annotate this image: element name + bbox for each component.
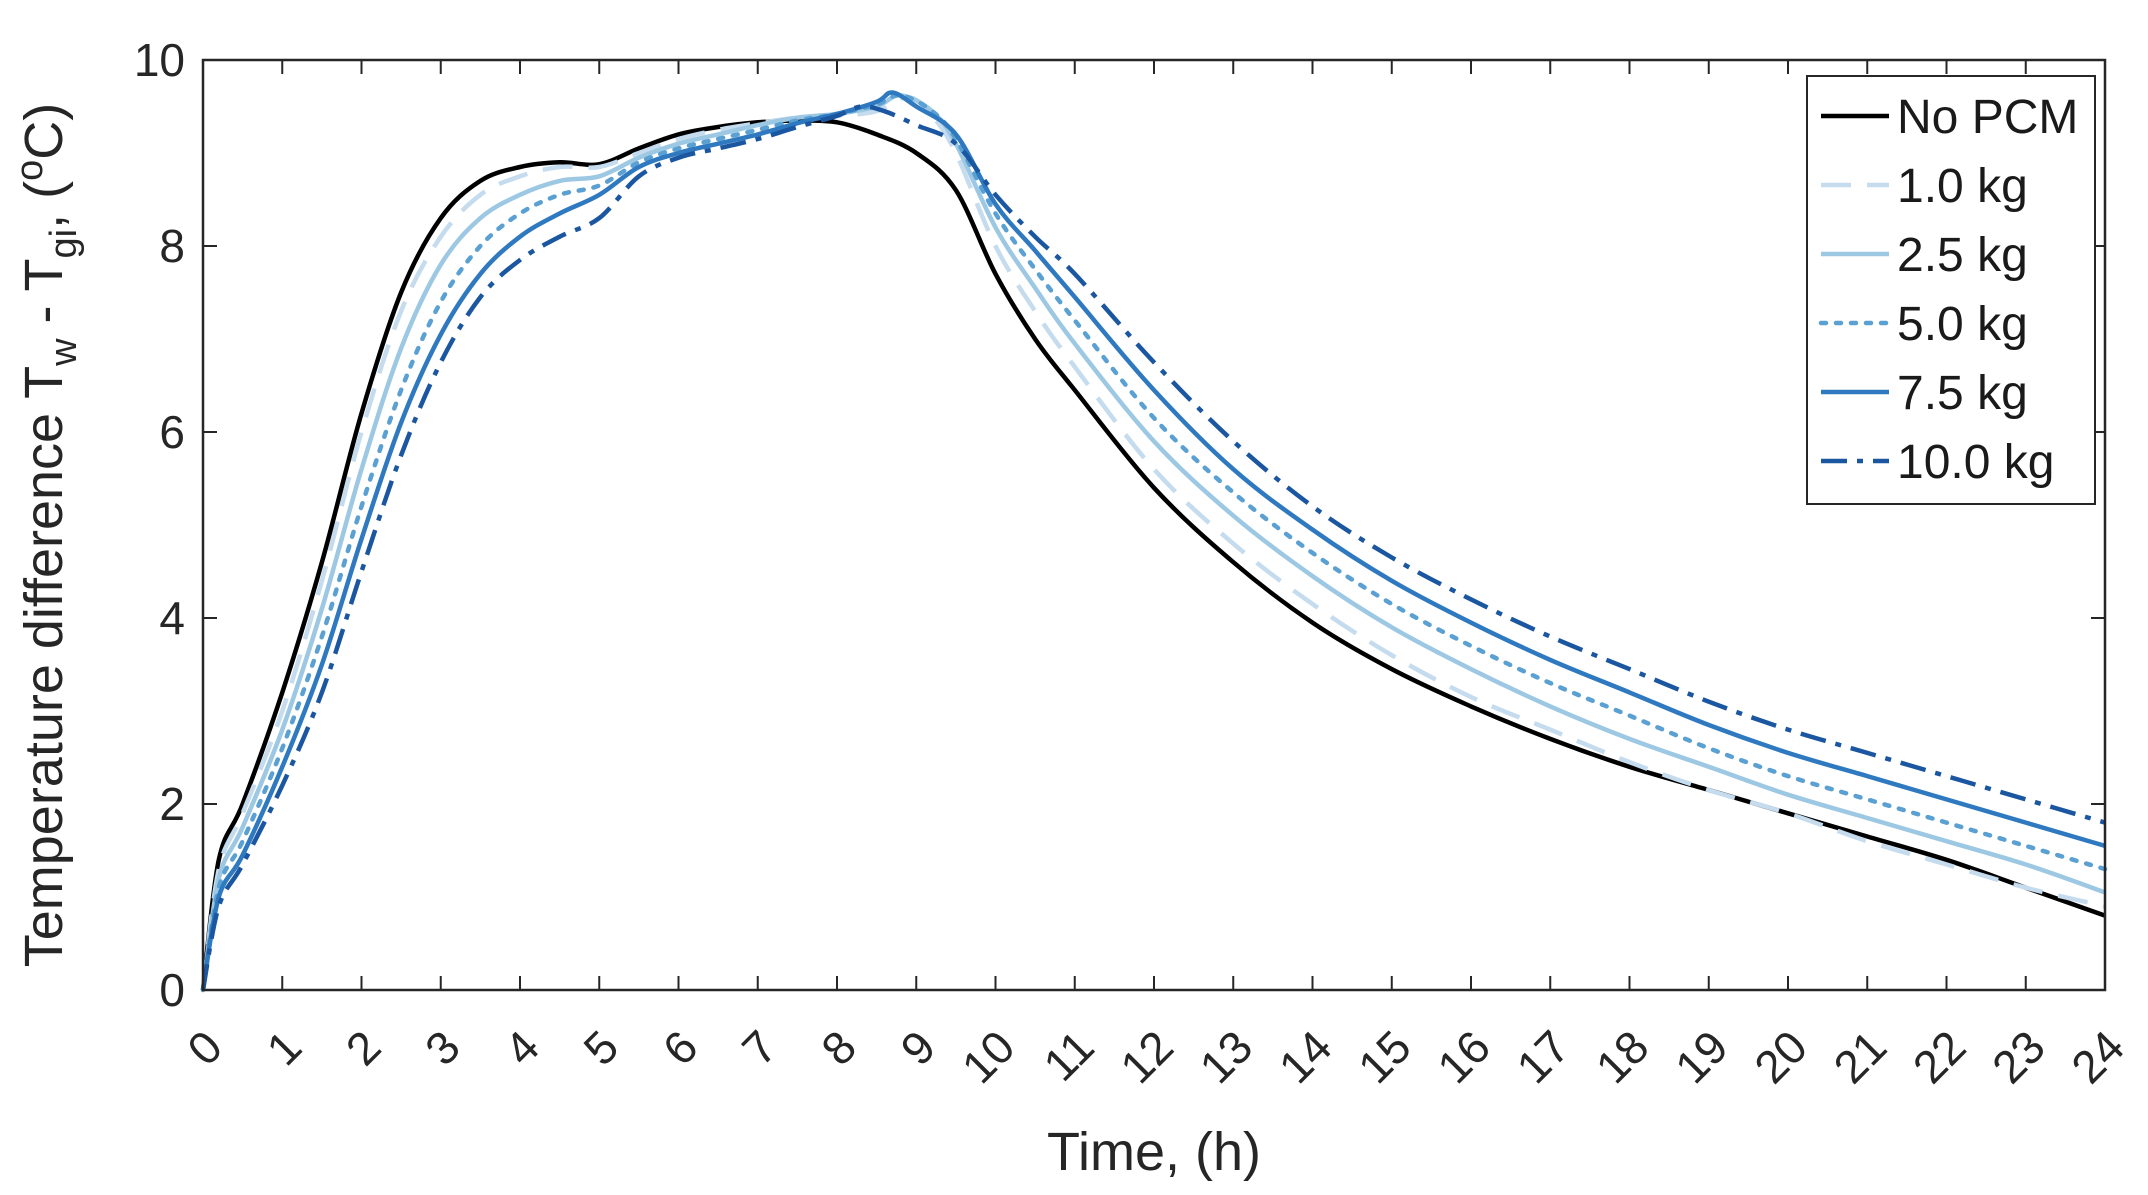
- x-tick-labels: 0 1 2 3 4 5 6 7 8 9 10 11 12 13 14 15 16 17 18 19 20 21 22 23 24: [177, 1020, 2134, 1093]
- x-tick-label: 14: [1269, 1020, 1342, 1093]
- x-tick-label: 7: [732, 1020, 787, 1075]
- x-tick-label: 3: [415, 1020, 470, 1075]
- legend: No PCM 1.0 kg 2.5 kg 5.0 kg 7.5 kg 10.0 kg: [1806, 75, 2096, 505]
- y-axis-title-mid: - T: [14, 258, 74, 338]
- x-tick-label: 6: [653, 1020, 708, 1075]
- x-tick-label: 22: [1903, 1020, 1976, 1093]
- x-tick-label: 12: [1110, 1020, 1183, 1093]
- y-tick-labels: 0 2 4 6 8 10: [134, 34, 185, 1016]
- x-tick-label: 0: [177, 1020, 232, 1075]
- x-tick-label: 13: [1189, 1020, 1262, 1093]
- x-tick-label: 23: [1982, 1020, 2055, 1093]
- y-tick-label: 8: [159, 220, 185, 272]
- y-tick-label: 2: [159, 778, 185, 830]
- x-tick-label: 19: [1665, 1020, 1738, 1093]
- y-axis-title-end: C): [14, 103, 74, 160]
- y-axis-title: Temperature difference Tw - Tgi, (oC): [9, 103, 85, 968]
- series-lines: [200, 90, 2108, 993]
- x-tick-label: 16: [1427, 1020, 1500, 1093]
- legend-label: 1.0 kg: [1897, 160, 2028, 213]
- y-tick-label: 4: [159, 592, 185, 644]
- y-axis-title-tail: , (: [14, 181, 74, 229]
- x-tick-label: 17: [1506, 1020, 1579, 1093]
- legend-label: 7.5 kg: [1897, 367, 2028, 420]
- x-tick-label: 9: [890, 1020, 945, 1075]
- y-axis-title-degree: o: [9, 160, 51, 181]
- legend-label: 5.0 kg: [1897, 298, 2028, 351]
- y-axis-title-base: Temperature difference T: [14, 366, 74, 967]
- x-tick-label: 18: [1586, 1020, 1659, 1093]
- x-tick-label: 15: [1348, 1020, 1421, 1093]
- x-tick-label: 1: [256, 1020, 311, 1075]
- y-axis-title-sub-gi: gi: [43, 229, 85, 259]
- series-line-0: [200, 118, 2106, 991]
- x-tick-label: 8: [811, 1020, 866, 1075]
- legend-box: [1806, 75, 2096, 505]
- x-tick-label: 11: [1033, 1020, 1104, 1091]
- series-line-3: [200, 93, 2108, 993]
- x-axis-title: Time, (h): [1047, 1122, 1261, 1182]
- legend-label: 10.0 kg: [1897, 436, 2054, 489]
- series-line-4: [200, 90, 2106, 991]
- y-tick-label: 0: [159, 964, 185, 1016]
- x-tick-label: 10: [952, 1020, 1025, 1093]
- x-tick-label: 21: [1823, 1020, 1896, 1093]
- y-tick-label: 6: [159, 406, 185, 458]
- y-tick-label: 10: [134, 34, 185, 86]
- x-tick-label: 20: [1744, 1020, 1817, 1093]
- legend-label: 2.5 kg: [1897, 229, 2028, 282]
- x-tick-label: 24: [2061, 1020, 2134, 1093]
- x-tick-label: 2: [336, 1020, 391, 1075]
- x-tick-label: 4: [494, 1020, 549, 1075]
- x-tick-label: 5: [573, 1020, 628, 1075]
- plot-frame: [201, 58, 2107, 992]
- plot-background: [203, 60, 2105, 990]
- series-line-5: [200, 104, 2106, 991]
- legend-label: No PCM: [1897, 91, 2078, 144]
- axis-ticks: [202, 59, 2106, 991]
- y-axis-title-sub-w: w: [43, 338, 85, 367]
